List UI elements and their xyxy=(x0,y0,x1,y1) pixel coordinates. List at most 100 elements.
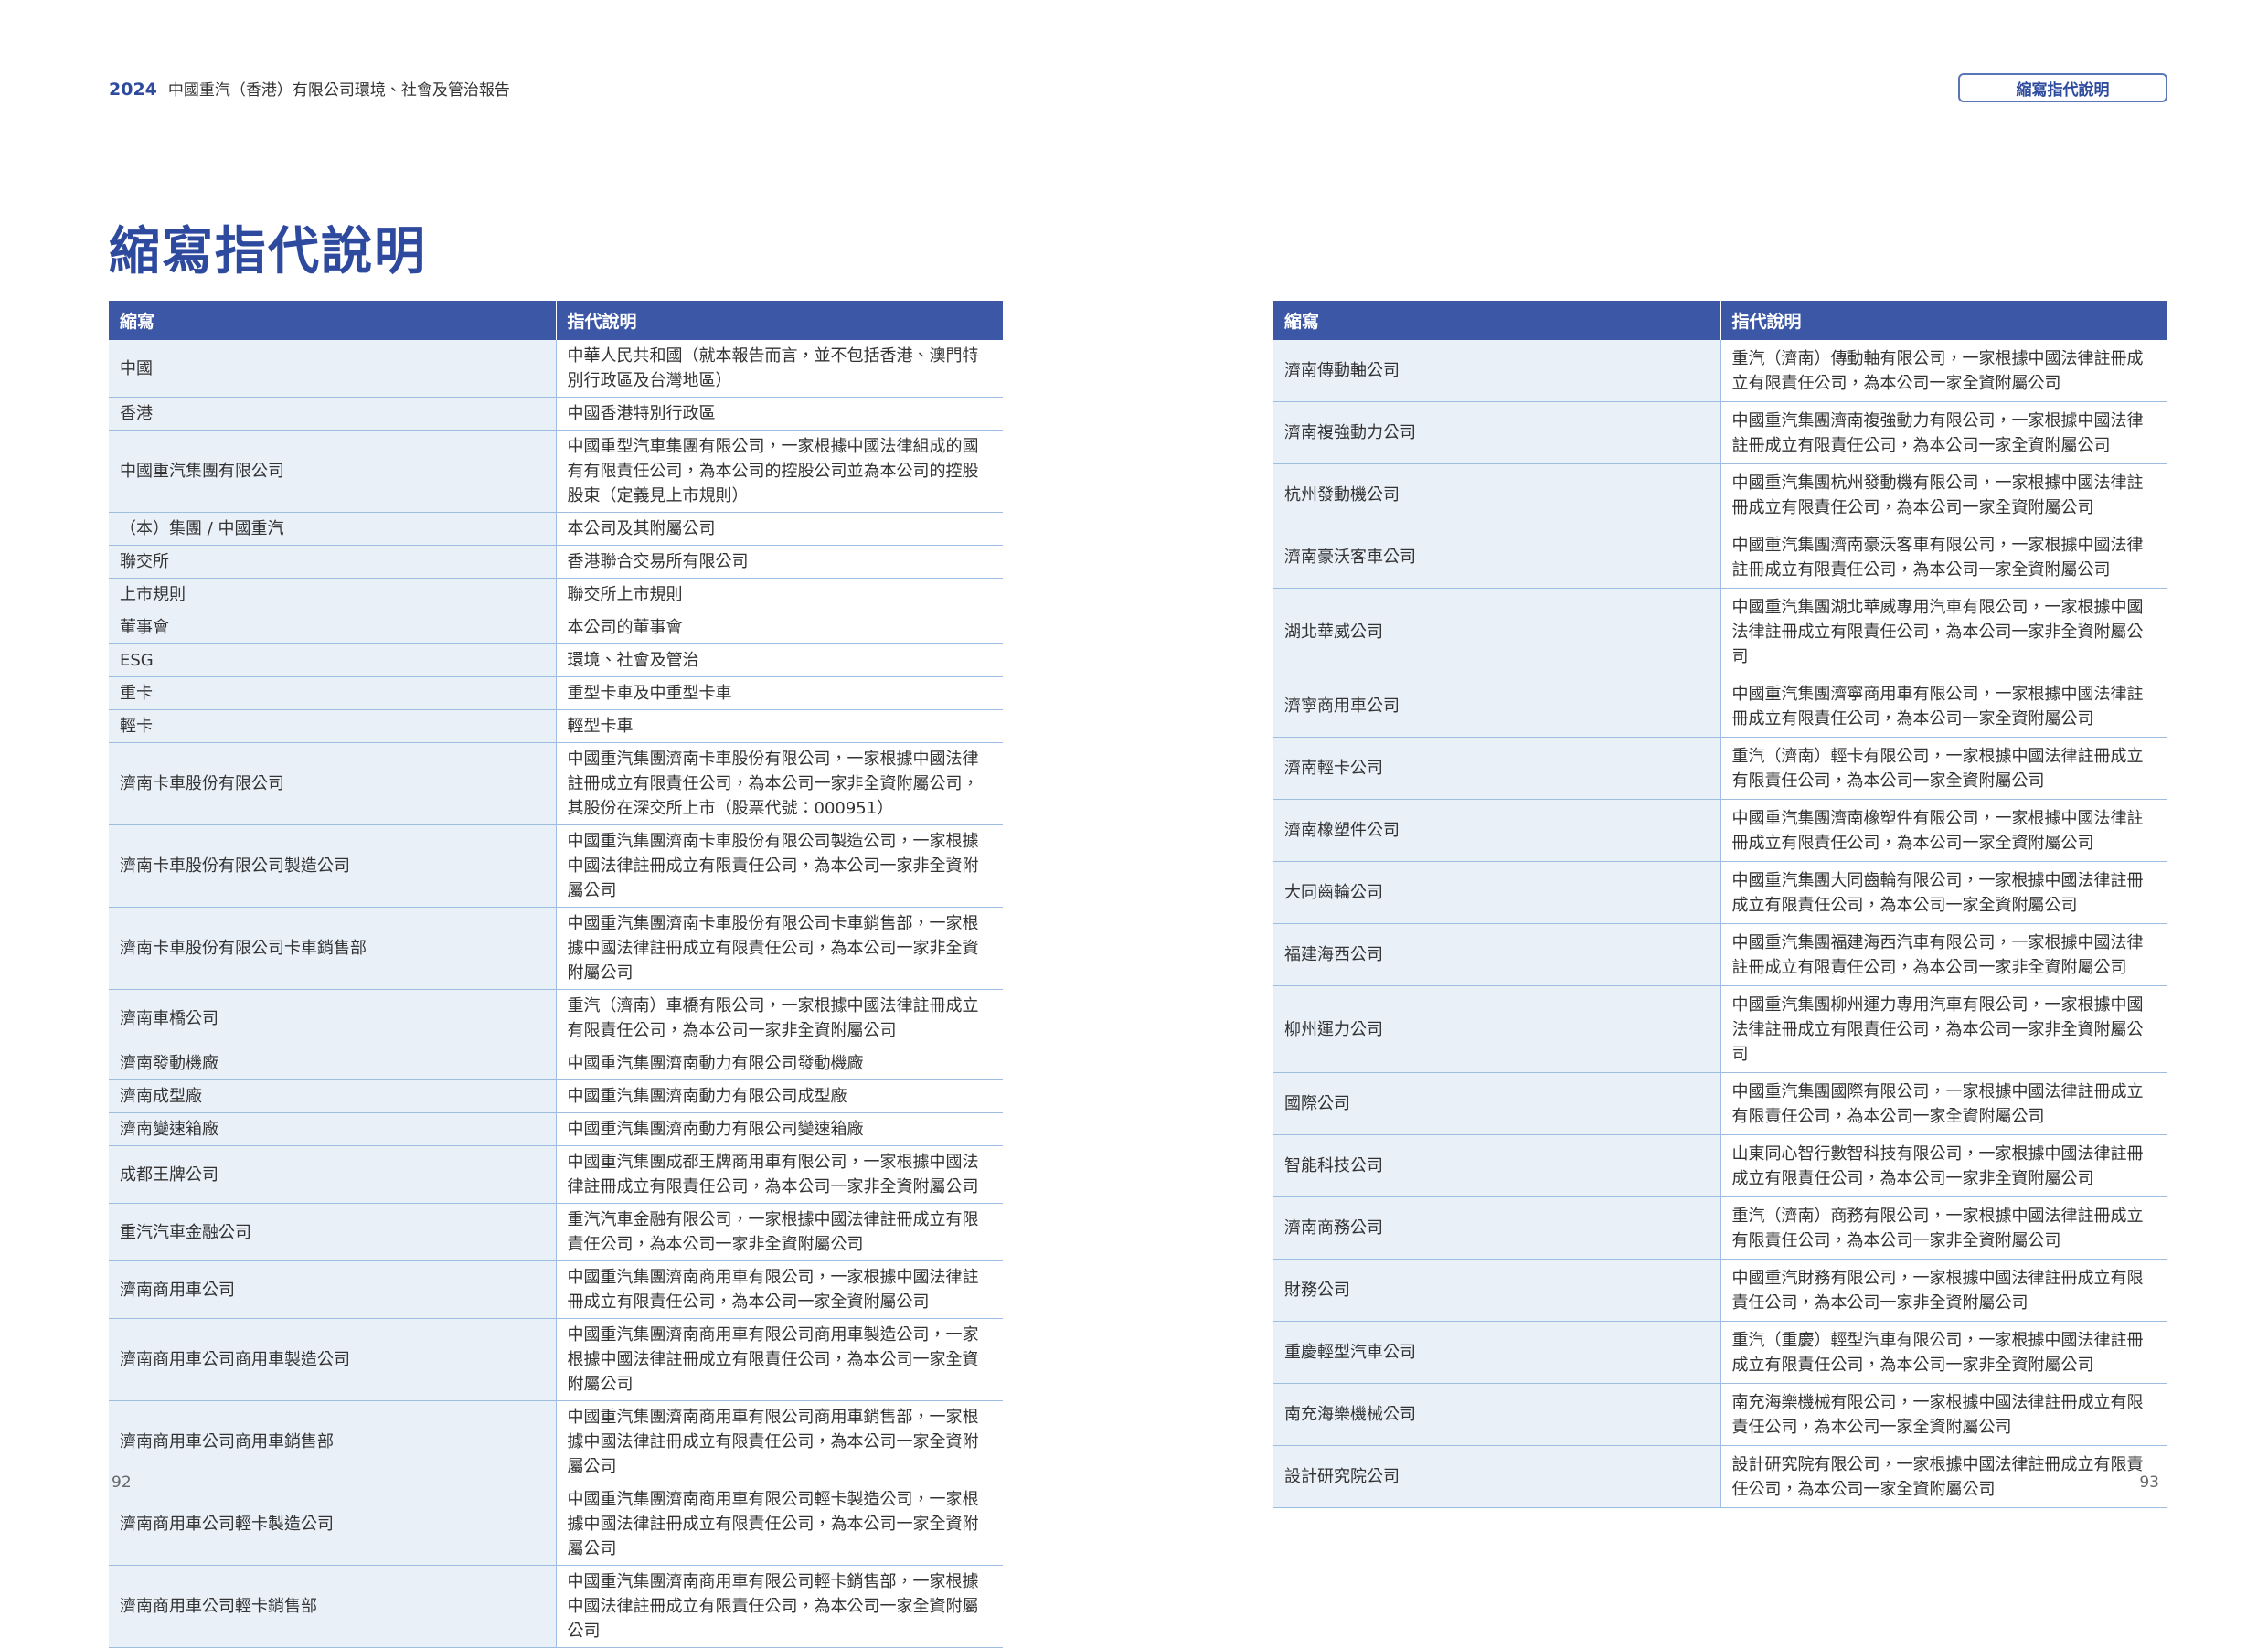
description-cell: 中國重汽集團福建海西汽車有限公司，一家根據中國法律註冊成立有限責任公司，為本公司… xyxy=(1720,923,2167,986)
abbreviation-cell: 大同齒輪公司 xyxy=(1273,861,1721,924)
table-row: 重慶輕型汽車公司 重汽（重慶）輕型汽車有限公司，一家根據中國法律註冊成立有限責任公… xyxy=(1273,1321,2167,1384)
table-row: 輕卡 輕型卡車 xyxy=(109,709,1003,743)
table-row: 重卡 重型卡車及中重型卡車 xyxy=(109,676,1003,710)
table-row: 濟南發動機廠 中國重汽集團濟南動力有限公司發動機廠 xyxy=(109,1047,1003,1080)
column-header: 縮寫 xyxy=(109,301,556,340)
table-row: 濟寧商用車公司 中國重汽集團濟寧商用車有限公司，一家根據中國法律註冊成立有限責任公… xyxy=(1273,675,2167,738)
description-cell: 重型卡車及中重型卡車 xyxy=(556,676,1003,710)
abbreviation-cell: 濟南商用車公司輕卡銷售部 xyxy=(109,1565,557,1648)
abbreviation-cell: 福建海西公司 xyxy=(1273,923,1721,986)
abbreviation-cell: 濟南商用車公司輕卡製造公司 xyxy=(109,1483,557,1566)
abbreviation-cell: 重慶輕型汽車公司 xyxy=(1273,1321,1721,1384)
table-row: 聯交所 香港聯合交易所有限公司 xyxy=(109,545,1003,579)
table-row: 中國 中華人民共和國（就本報告而言，並不包括香港、澳門特別行政區及台灣地區） xyxy=(109,340,1003,398)
abbreviation-cell: （本）集團 / 中國重汽 xyxy=(109,512,557,546)
table-row: 濟南成型廠 中國重汽集團濟南動力有限公司成型廠 xyxy=(109,1079,1003,1113)
description-cell: 中國重汽集團濟南商用車有限公司，一家根據中國法律註冊成立有限責任公司，為本公司一… xyxy=(556,1260,1003,1319)
abbreviation-cell: 濟南卡車股份有限公司 xyxy=(109,742,557,825)
abbreviation-cell: 重卡 xyxy=(109,676,557,710)
abbreviation-cell: 董事會 xyxy=(109,611,557,644)
abbreviation-cell: ESG xyxy=(109,643,557,677)
description-cell: 設計研究院有限公司，一家根據中國法律註冊成立有限責任公司，為本公司一家全資附屬公… xyxy=(1720,1445,2167,1508)
abbreviation-cell: 成都王牌公司 xyxy=(109,1145,557,1204)
abbreviation-cell: 濟南成型廠 xyxy=(109,1079,557,1113)
abbreviation-cell: 濟南變速箱廠 xyxy=(109,1112,557,1146)
description-cell: 中國重汽集團國際有限公司，一家根據中國法律註冊成立有限責任公司，為本公司一家全資… xyxy=(1720,1072,2167,1135)
table-row: 濟南卡車股份有限公司製造公司 中國重汽集團濟南卡車股份有限公司製造公司，一家根據中… xyxy=(109,824,1003,908)
description-cell: 中國重汽集團成都王牌商用車有限公司，一家根據中國法律註冊成立有限責任公司，為本公… xyxy=(556,1145,1003,1204)
page-number: 93 xyxy=(2139,1473,2159,1492)
header-row: 縮寫 指代說明 xyxy=(1273,301,2167,340)
abbreviation-cell: 重汽汽車金融公司 xyxy=(109,1203,557,1261)
description-cell: 中國重汽集團濟南豪沃客車有限公司，一家根據中國法律註冊成立有限責任公司，為本公司… xyxy=(1720,526,2167,589)
section-tab: 縮寫指代說明 xyxy=(1958,73,2167,102)
table-row: （本）集團 / 中國重汽 本公司及其附屬公司 xyxy=(109,512,1003,546)
description-cell: 中國重汽財務有限公司，一家根據中國法律註冊成立有限責任公司，為本公司一家非全資附… xyxy=(1720,1259,2167,1322)
header-year: 2024 xyxy=(109,80,157,100)
description-cell: 中國香港特別行政區 xyxy=(556,397,1003,431)
abbreviation-cell: 上市規則 xyxy=(109,578,557,611)
abbreviation-cell: 濟南橡塑件公司 xyxy=(1273,799,1721,862)
abbreviation-cell: 設計研究院公司 xyxy=(1273,1445,1721,1508)
table-row: 濟南商用車公司商用車銷售部 中國重汽集團濟南商用車有限公司商用車銷售部，一家根據中… xyxy=(109,1400,1003,1483)
table-row: 濟南車橋公司 重汽（濟南）車橋有限公司，一家根據中國法律註冊成立有限責任公司，為本… xyxy=(109,989,1003,1047)
table-row: 設計研究院公司 設計研究院有限公司，一家根據中國法律註冊成立有限責任公司，為本公司… xyxy=(1273,1445,2167,1508)
abbreviation-cell: 濟南車橋公司 xyxy=(109,989,557,1047)
description-cell: 本公司的董事會 xyxy=(556,611,1003,644)
description-cell: 中國重汽集團濟南商用車有限公司商用車製造公司，一家根據中國法律註冊成立有限責任公… xyxy=(556,1318,1003,1401)
table-row: 董事會 本公司的董事會 xyxy=(109,611,1003,644)
abbreviation-table-left: 縮寫 指代說明 中國 中華人民共和國（就本報告而言，並不包括香港、澳門特別行政區及台灣… xyxy=(109,301,1003,1648)
table-row: 濟南複強動力公司 中國重汽集團濟南複強動力有限公司，一家根據中國法律註冊成立有限責… xyxy=(1273,401,2167,464)
abbreviation-cell: 柳州運力公司 xyxy=(1273,985,1721,1073)
abbreviation-cell: 濟南卡車股份有限公司製造公司 xyxy=(109,824,557,908)
page-body: 2024 中國重汽（香港）有限公司環境、社會及管治報告 縮寫指代說明 縮寫指代說明… xyxy=(109,73,2167,1648)
description-cell: 中國重汽集團濟南動力有限公司變速箱廠 xyxy=(556,1112,1003,1146)
table-row: 濟南卡車股份有限公司 中國重汽集團濟南卡車股份有限公司，一家根據中國法律註冊成立有… xyxy=(109,742,1003,825)
description-cell: 中國重汽集團濟南橡塑件有限公司，一家根據中國法律註冊成立有限責任公司，為本公司一… xyxy=(1720,799,2167,862)
abbreviation-cell: 南充海樂機械公司 xyxy=(1273,1383,1721,1446)
header-report-title: 中國重汽（香港）有限公司環境、社會及管治報告 xyxy=(167,81,510,100)
description-cell: 中國重汽集團柳州運力專用汽車有限公司，一家根據中國法律註冊成立有限責任公司，為本… xyxy=(1720,985,2167,1073)
abbreviation-cell: 濟南豪沃客車公司 xyxy=(1273,526,1721,589)
page-number: 92 xyxy=(112,1473,132,1492)
table-row: 濟南商用車公司 中國重汽集團濟南商用車有限公司，一家根據中國法律註冊成立有限責任公… xyxy=(109,1260,1003,1319)
table-row: 湖北華威公司 中國重汽集團湖北華威專用汽車有限公司，一家根據中國法律註冊成立有限責… xyxy=(1273,588,2167,675)
description-cell: 重汽汽車金融有限公司，一家根據中國法律註冊成立有限責任公司，為本公司一家非全資附… xyxy=(556,1203,1003,1261)
table-row: 智能科技公司 山東同心智行數智科技有限公司，一家根據中國法律註冊成立有限責任公司，… xyxy=(1273,1134,2167,1197)
abbreviation-cell: 濟南輕卡公司 xyxy=(1273,737,1721,800)
header-row: 縮寫 指代說明 xyxy=(109,301,1003,340)
description-cell: 中國重汽集團大同齒輪有限公司，一家根據中國法律註冊成立有限責任公司，為本公司一家… xyxy=(1720,861,2167,924)
column-header: 指代說明 xyxy=(555,301,1003,340)
description-cell: 山東同心智行數智科技有限公司，一家根據中國法律註冊成立有限責任公司，為本公司一家… xyxy=(1720,1134,2167,1197)
table-row: 南充海樂機械公司 南充海樂機械有限公司，一家根據中國法律註冊成立有限責任公司，為本… xyxy=(1273,1383,2167,1446)
abbreviation-cell: 濟南複強動力公司 xyxy=(1273,401,1721,464)
description-cell: 重汽（濟南）商務有限公司，一家根據中國法律註冊成立有限責任公司，為本公司一家非全… xyxy=(1720,1196,2167,1260)
description-cell: 中國重型汽車集團有限公司，一家根據中國法律組成的國有有限責任公司，為本公司的控股… xyxy=(556,430,1003,513)
abbreviation-table-right: 縮寫 指代說明 濟南傳動軸公司 重汽（濟南）傳動軸有限公司，一家根據中國法律註冊成立有… xyxy=(1273,301,2167,1508)
description-cell: 南充海樂機械有限公司，一家根據中國法律註冊成立有限責任公司，為本公司一家全資附屬… xyxy=(1720,1383,2167,1446)
abbreviation-cell: 杭州發動機公司 xyxy=(1273,463,1721,526)
table-row: 濟南商用車公司輕卡銷售部 中國重汽集團濟南商用車有限公司輕卡銷售部，一家根據中國法… xyxy=(109,1565,1003,1648)
column-header: 縮寫 xyxy=(1273,301,1720,340)
abbreviation-cell: 濟南商用車公司 xyxy=(109,1260,557,1319)
description-cell: 中國重汽集團濟南商用車有限公司輕卡製造公司，一家根據中國法律註冊成立有限責任公司… xyxy=(556,1483,1003,1566)
description-cell: 聯交所上市規則 xyxy=(556,578,1003,611)
description-cell: 中國重汽集團濟南動力有限公司成型廠 xyxy=(556,1079,1003,1113)
description-cell: 重汽（濟南）輕卡有限公司，一家根據中國法律註冊成立有限責任公司，為本公司一家全資… xyxy=(1720,737,2167,800)
description-cell: 重汽（濟南）車橋有限公司，一家根據中國法律註冊成立有限責任公司，為本公司一家非全… xyxy=(556,989,1003,1047)
table-row: 杭州發動機公司 中國重汽集團杭州發動機有限公司，一家根據中國法律註冊成立有限責任公… xyxy=(1273,463,2167,526)
description-cell: 香港聯合交易所有限公司 xyxy=(556,545,1003,579)
description-cell: 中國重汽集團濟南卡車股份有限公司卡車銷售部，一家根據中國法律註冊成立有限責任公司… xyxy=(556,907,1003,990)
description-cell: 中國重汽集團杭州發動機有限公司，一家根據中國法律註冊成立有限責任公司，為本公司一… xyxy=(1720,463,2167,526)
table-row: 濟南傳動軸公司 重汽（濟南）傳動軸有限公司，一家根據中國法律註冊成立有限責任公司，… xyxy=(1273,340,2167,402)
abbreviation-cell: 濟南傳動軸公司 xyxy=(1273,340,1721,402)
page: 縮寫指代說明 {"header":{"year":"2024","report_… xyxy=(109,73,2167,1648)
column-header: 指代說明 xyxy=(1720,301,2167,340)
description-cell: 中國重汽集團濟南複強動力有限公司，一家根據中國法律註冊成立有限責任公司，為本公司… xyxy=(1720,401,2167,464)
abbreviation-cell: 國際公司 xyxy=(1273,1072,1721,1135)
description-cell: 本公司及其附屬公司 xyxy=(556,512,1003,546)
abbreviation-cell: 濟南商用車公司商用車銷售部 xyxy=(109,1400,557,1483)
abbreviation-cell: 輕卡 xyxy=(109,709,557,743)
table-row: 濟南商用車公司輕卡製造公司 中國重汽集團濟南商用車有限公司輕卡製造公司，一家根據中… xyxy=(109,1483,1003,1566)
table-row: 濟南輕卡公司 重汽（濟南）輕卡有限公司，一家根據中國法律註冊成立有限責任公司，為本… xyxy=(1273,737,2167,800)
